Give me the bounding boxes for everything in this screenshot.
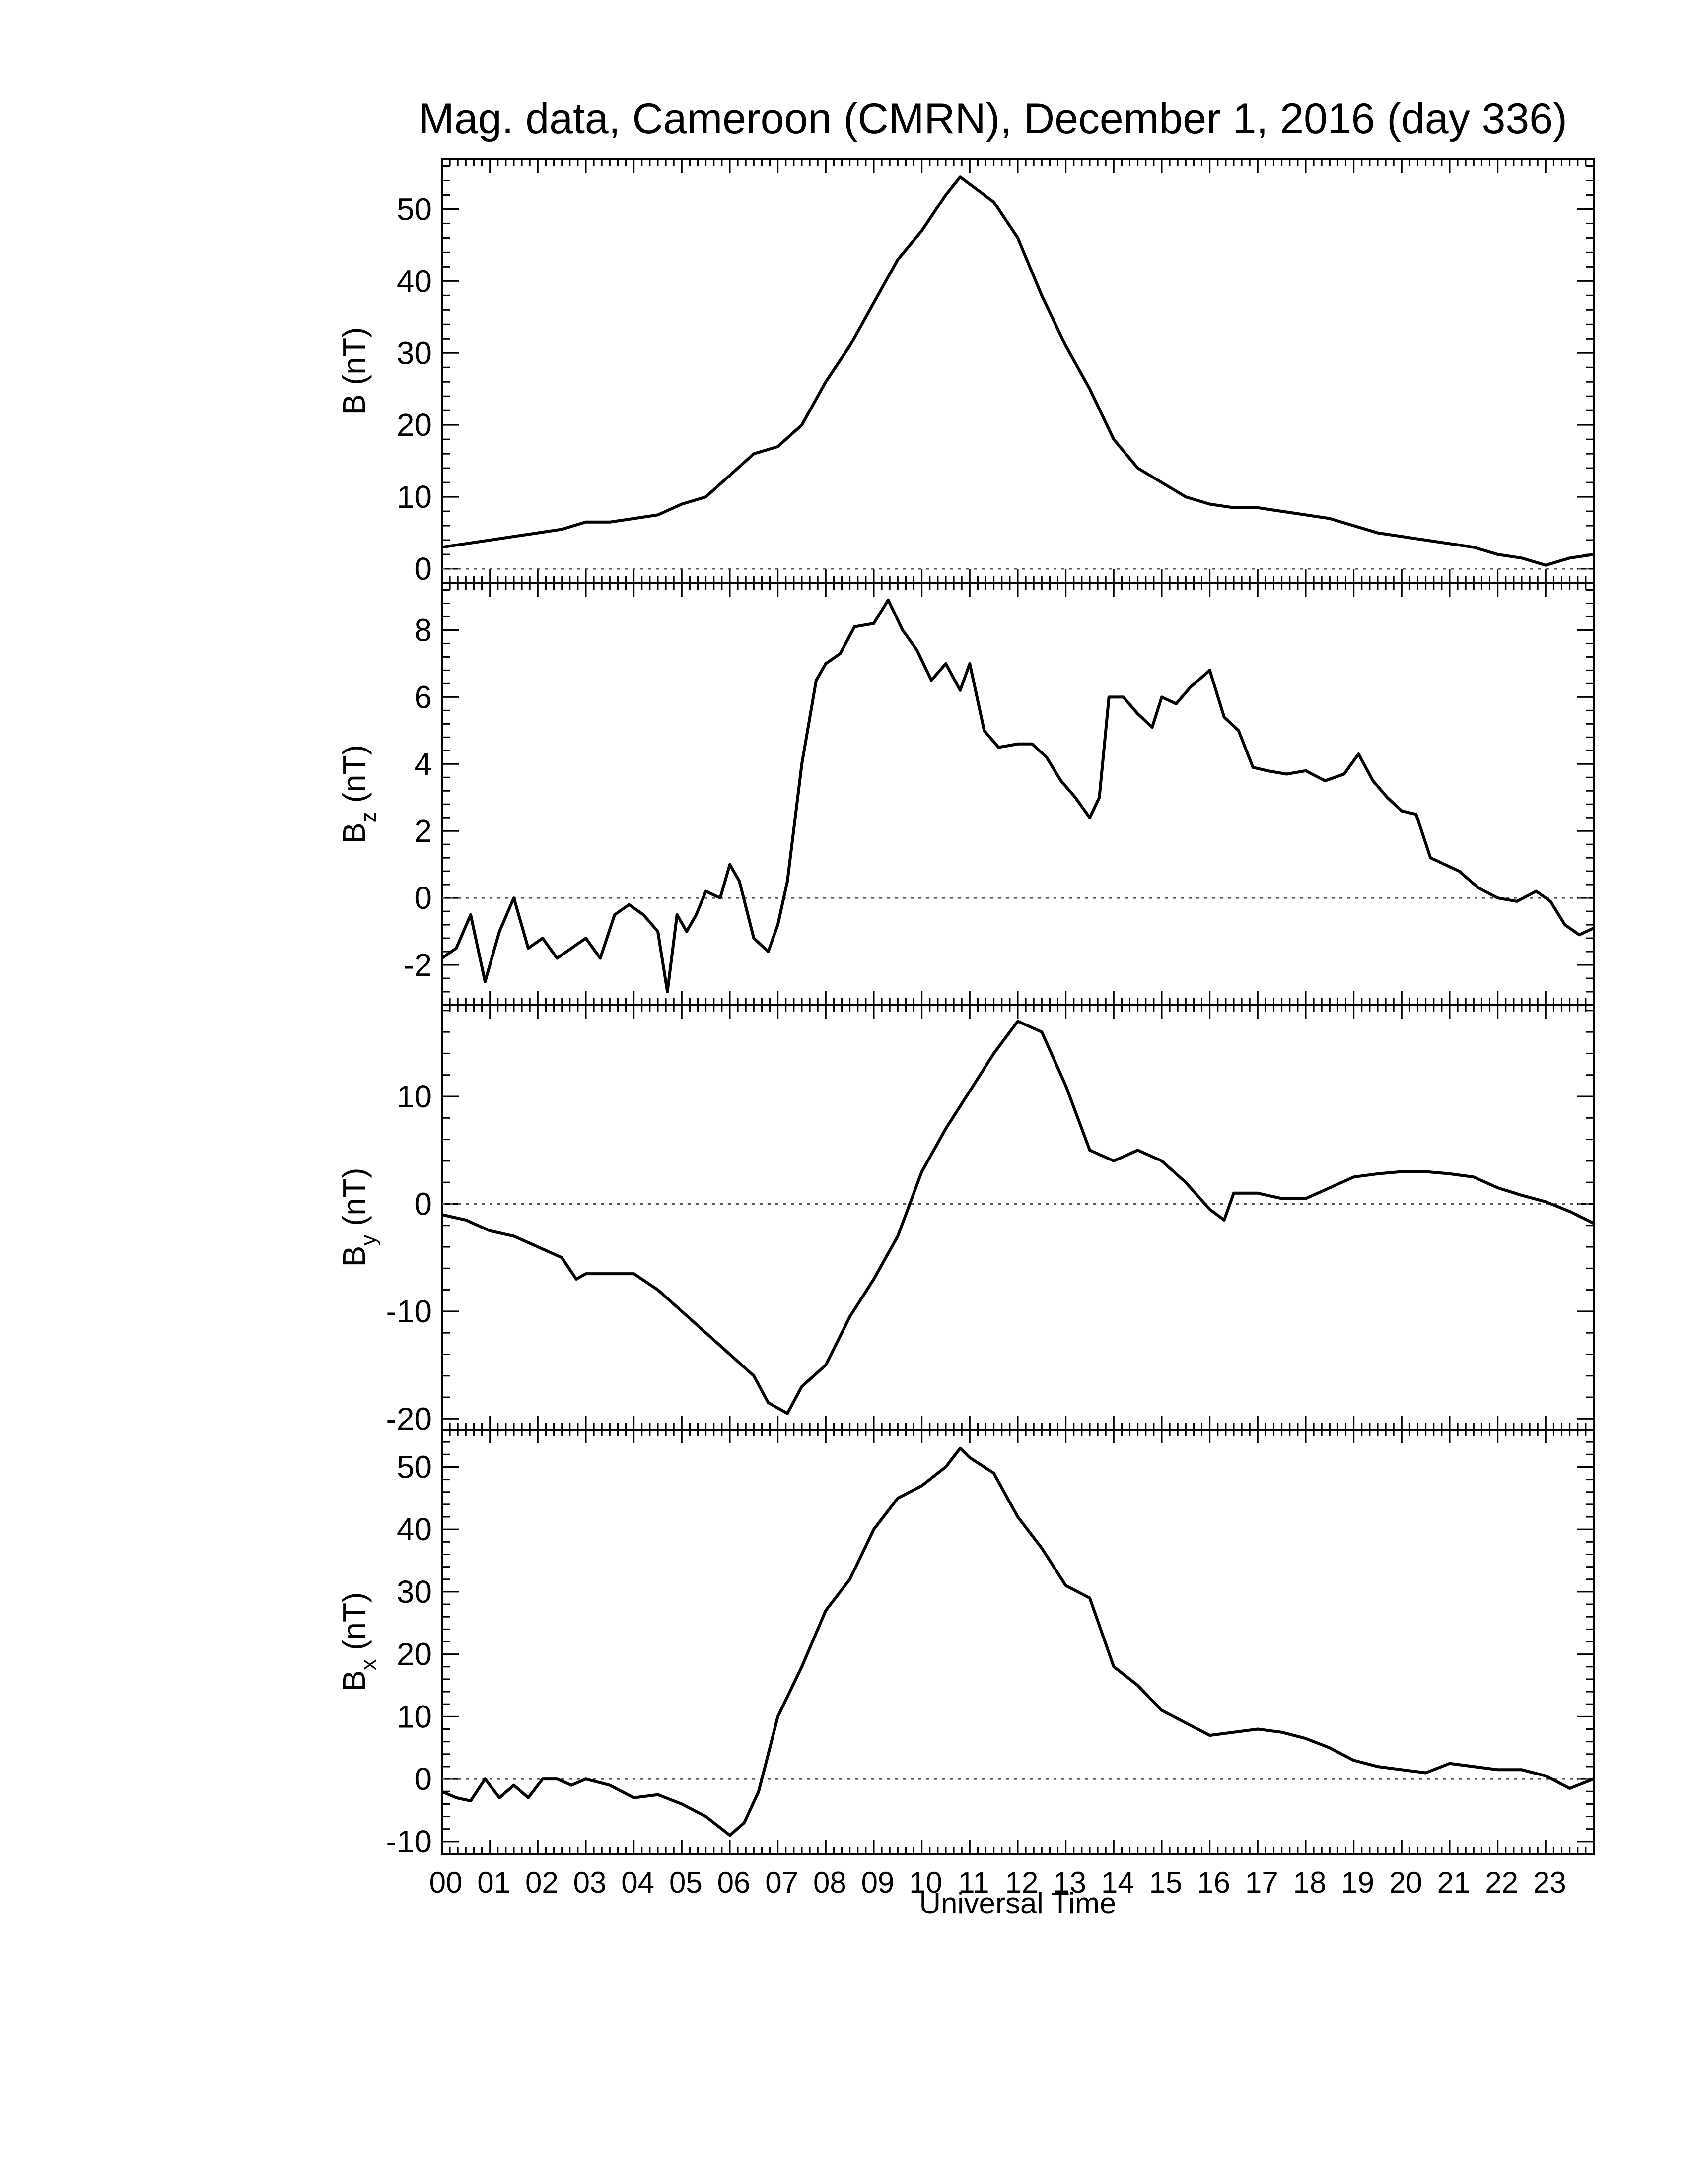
y-tick-label: 20 — [397, 407, 432, 443]
x-tick-label: 23 — [1533, 1866, 1566, 1899]
x-tick-label: 03 — [573, 1866, 607, 1899]
series-line — [441, 1446, 1595, 1837]
x-tick-label: 11 — [958, 1866, 989, 1899]
y-tick-label: 2 — [414, 813, 432, 849]
y-tick-label: 10 — [397, 1079, 432, 1114]
y-axis-label: Bx (nT) — [336, 1592, 381, 1692]
x-tick-label: 14 — [1101, 1866, 1134, 1899]
y-tick-label: 0 — [414, 1761, 432, 1797]
x-tick-label: 13 — [1053, 1866, 1086, 1899]
y-tick-label: 0 — [414, 880, 432, 916]
y-tick-label: 10 — [397, 479, 432, 515]
y-tick-label: -10 — [386, 1824, 432, 1859]
y-tick-label: -2 — [404, 947, 432, 983]
y-tick-label: -10 — [386, 1294, 432, 1329]
x-tick-label: 18 — [1293, 1866, 1327, 1899]
panel-2: -2 0 2 4 6 8 Bz (nT) — [336, 582, 1595, 1006]
x-tick-label: 12 — [1005, 1866, 1039, 1899]
y-tick-label: 4 — [414, 746, 432, 782]
series-line — [441, 175, 1594, 567]
y-tick-label: 6 — [414, 679, 432, 715]
x-tick-label: 00 — [429, 1866, 463, 1899]
y-axis-label: B (nT) — [336, 327, 372, 415]
x-tick-label: 02 — [525, 1866, 559, 1899]
x-tick-label: 06 — [717, 1866, 751, 1899]
series-line — [441, 1020, 1595, 1415]
panel-4: -10 0 10 20 30 40 50 Bx (nT) — [336, 1429, 1595, 1859]
series-line — [441, 598, 1595, 993]
y-tick-label: 50 — [397, 1449, 432, 1485]
plot-frame — [441, 582, 1595, 1006]
x-tick-label: 16 — [1197, 1866, 1230, 1899]
x-tick-label: 19 — [1341, 1866, 1374, 1899]
x-tick-label: 01 — [477, 1866, 510, 1899]
x-tick-label: 09 — [861, 1866, 895, 1899]
x-tick-label: 05 — [669, 1866, 703, 1899]
y-axis-label: By (nT) — [336, 1168, 381, 1267]
x-tick-label: 20 — [1389, 1866, 1422, 1899]
x-tick-label: 15 — [1149, 1866, 1183, 1899]
y-tick-label: 20 — [397, 1637, 432, 1672]
chart-title: Mag. data, Cameroon (CMRN), December 1, … — [419, 95, 1567, 142]
y-tick-label: 8 — [414, 612, 432, 648]
x-tick-label: 17 — [1245, 1866, 1278, 1899]
y-tick-label: 0 — [414, 551, 432, 587]
x-tick-label: 07 — [765, 1866, 798, 1899]
y-tick-label: 40 — [397, 263, 432, 299]
plot-frame — [441, 1004, 1595, 1431]
y-axis-label: Bz (nT) — [336, 745, 381, 844]
y-tick-label: 30 — [397, 1574, 432, 1610]
x-tick-label: 10 — [909, 1866, 942, 1899]
y-tick-label: 0 — [414, 1186, 432, 1222]
x-axis-label: Universal Time — [919, 1887, 1117, 1920]
y-tick-label: 30 — [397, 335, 432, 371]
x-tick-label: 08 — [813, 1866, 846, 1899]
plot-frame — [441, 158, 1595, 584]
y-tick-label: 10 — [397, 1699, 432, 1734]
x-tick-label: 22 — [1485, 1866, 1518, 1899]
y-tick-label: -20 — [386, 1401, 432, 1436]
panel-3: -20 -10 0 10 By (nT) — [336, 1004, 1595, 1436]
y-tick-label: 50 — [397, 191, 432, 227]
y-tick-label: 40 — [397, 1511, 432, 1547]
x-tick-label: 21 — [1437, 1866, 1471, 1899]
panel-1: 0 10 20 30 40 50 B (nT) — [336, 158, 1595, 587]
plot-frame — [441, 1429, 1595, 1855]
x-tick-label: 04 — [621, 1866, 654, 1899]
